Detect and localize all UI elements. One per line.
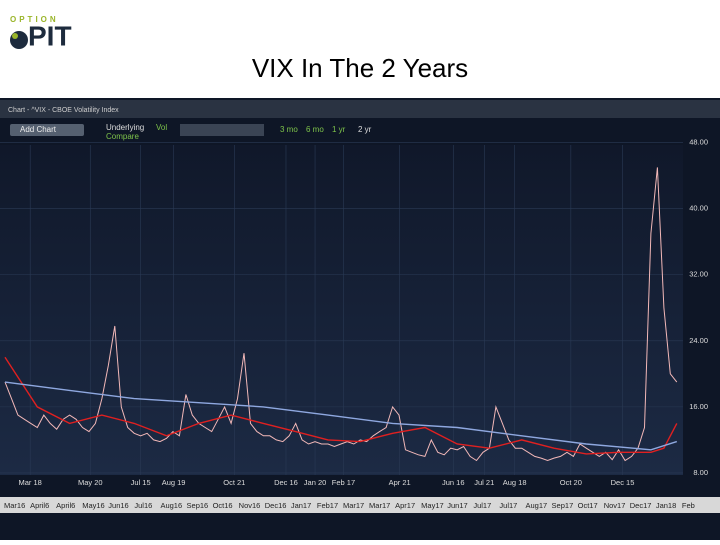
y-tick-label: 16.00 [689,402,708,411]
timeline-label: April6 [56,501,75,510]
range-button[interactable]: 3 mo [280,125,298,134]
x-tick-label: Jul 21 [474,478,494,487]
tool-icons[interactable] [180,124,264,136]
timeline-label: Jan18 [656,501,676,510]
y-tick-label: 24.00 [689,336,708,345]
compare[interactable]: Compare [106,132,139,141]
underlying[interactable]: Underlying [106,123,144,132]
timeline-label: Nov17 [604,501,626,510]
range-button[interactable]: 2 yr [358,125,372,134]
timeline-label: Aug16 [160,501,182,510]
x-tick-label: Feb 17 [332,478,355,487]
timeline-label: Sep16 [187,501,209,510]
timeline-label: Dec16 [265,501,287,510]
timeline-label: Jul16 [134,501,152,510]
timeline-label: Mar17 [343,501,364,510]
x-tick-label: Jul 15 [131,478,151,487]
timeline-label: May17 [421,501,444,510]
y-tick-label: 48.00 [689,138,708,147]
timeline-label: Oct16 [213,501,233,510]
x-tick-label: Jun 16 [442,478,465,487]
window-title: Chart - ^VIX - CBOE Volatility Index [8,107,119,114]
series-line [4,381,678,451]
title-bar [0,100,720,118]
timeline-label: Jan17 [291,501,311,510]
x-tick-label: Apr 21 [389,478,411,487]
range-button[interactable]: 1 yr [332,125,346,134]
x-tick-label: Aug 19 [162,478,186,487]
y-tick-label: 40.00 [689,204,708,213]
vol[interactable]: Vol [156,123,167,132]
timeline-label: April6 [30,501,49,510]
timeline-label: Apr17 [395,501,415,510]
timeline-label: Mar17 [369,501,390,510]
add-chart-button[interactable] [10,124,84,136]
timeline-label: Jun16 [108,501,128,510]
y-tick-label: 32.00 [689,270,708,279]
timeline-label: Jul17 [499,501,517,510]
timeline-label: Feb [682,501,695,510]
timeline-label: Jun17 [447,501,467,510]
logo-dot [12,33,18,39]
series-line [4,167,678,462]
x-tick-label: Oct 21 [223,478,245,487]
timeline-label: May16 [82,501,105,510]
x-tick-label: Dec 16 [274,478,298,487]
x-tick-label: Oct 20 [560,478,582,487]
timeline-strip [0,497,720,513]
logo-main: PIT [28,20,72,51]
x-tick-label: Dec 15 [611,478,635,487]
range-button[interactable]: 6 mo [306,125,324,134]
x-tick-label: Aug 18 [503,478,527,487]
timeline-label: Jul17 [473,501,491,510]
add-chart-label[interactable]: Add Chart [20,125,57,134]
slide-title: VIX In The 2 Years [252,53,468,83]
x-tick-label: May 20 [78,478,103,487]
timeline-label: Mar16 [4,501,25,510]
logo-top: OPTION [10,15,59,24]
timeline-label: Oct17 [578,501,598,510]
x-tick-label: Mar 18 [19,478,42,487]
logo-dot [10,31,28,49]
plot-area [0,145,683,475]
timeline-label: Aug17 [525,501,547,510]
series-line [4,356,678,455]
timeline: Mar16 April6 April6 May16 Jun16 Jul16 Aug16 Sep… [4,501,695,510]
timeline-label: Sep17 [552,501,574,510]
timeline-label: Dec17 [630,501,652,510]
y-tick-label: 8.00 [693,468,708,477]
timeline-label: Nov16 [239,501,261,510]
x-tick-label: Jan 20 [304,478,327,487]
timeline-label: Feb17 [317,501,338,510]
